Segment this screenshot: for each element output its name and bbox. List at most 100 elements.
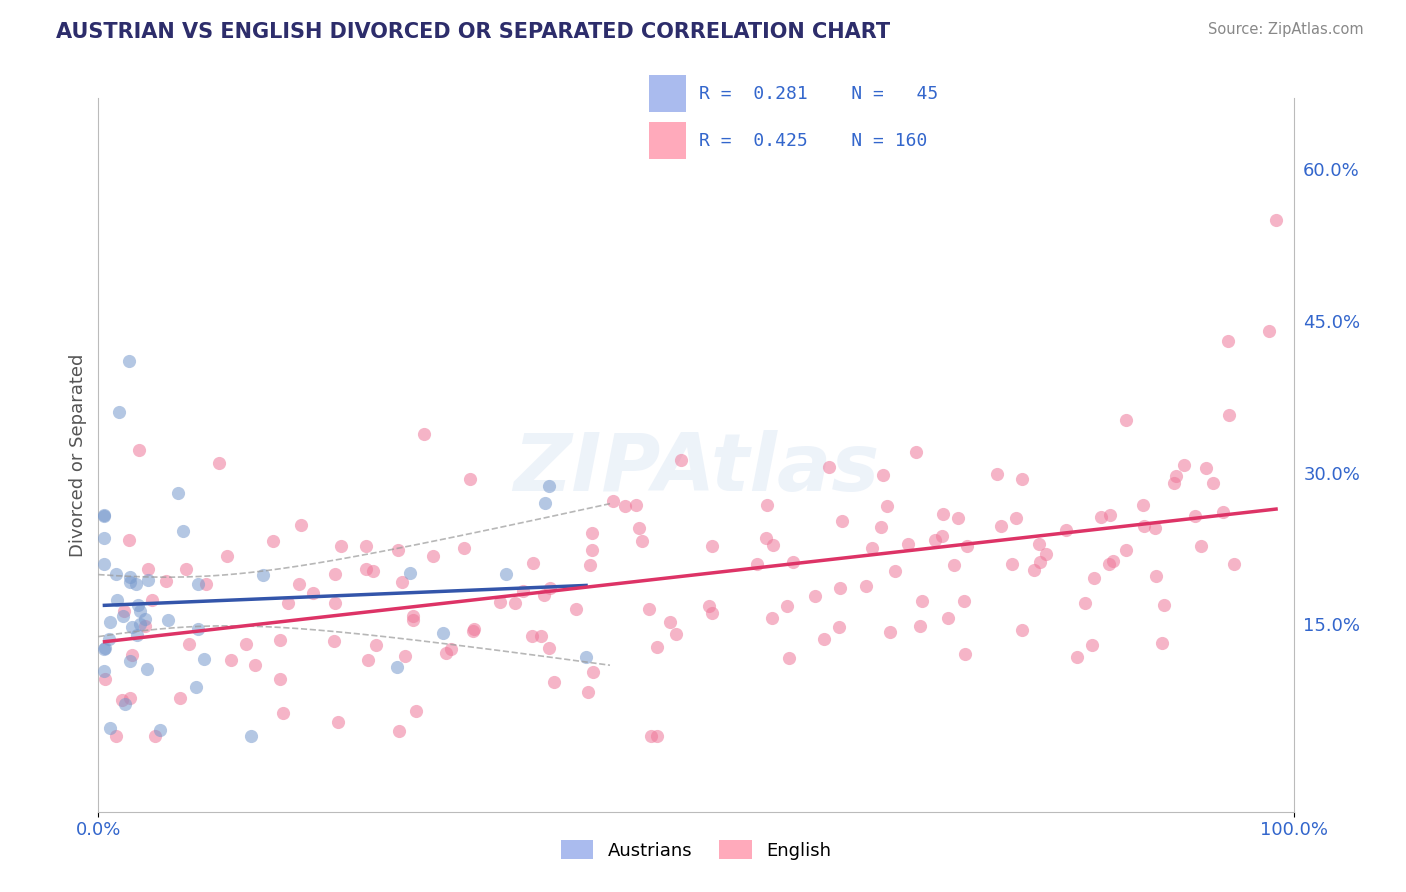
Point xyxy=(117,533,139,547)
Point xyxy=(911,593,934,607)
Point xyxy=(93,557,115,571)
Point xyxy=(141,593,163,607)
Point xyxy=(645,640,668,654)
Point xyxy=(157,613,180,627)
Point xyxy=(398,566,420,580)
Point xyxy=(215,549,238,563)
Point xyxy=(98,722,121,736)
Point xyxy=(533,589,555,603)
Point xyxy=(387,543,409,558)
Point xyxy=(565,602,588,616)
Point xyxy=(94,640,117,655)
Point xyxy=(645,729,668,743)
Point xyxy=(136,573,159,587)
Point xyxy=(105,593,128,607)
Point xyxy=(827,620,849,634)
Point xyxy=(870,519,893,533)
Point xyxy=(1066,649,1088,664)
Point xyxy=(1189,539,1212,553)
Point xyxy=(1099,508,1122,523)
Point xyxy=(288,577,311,591)
Point xyxy=(931,529,953,543)
Point xyxy=(876,499,898,513)
Point xyxy=(269,632,291,647)
Point xyxy=(942,558,965,572)
Point xyxy=(322,633,344,648)
Point xyxy=(659,615,682,630)
Point xyxy=(328,714,350,729)
Point xyxy=(904,444,927,458)
Point xyxy=(121,648,143,662)
Point xyxy=(1153,598,1175,612)
Point xyxy=(665,626,688,640)
Point xyxy=(952,593,974,607)
Point xyxy=(631,534,654,549)
Point xyxy=(453,541,475,556)
Point xyxy=(128,604,150,618)
Point xyxy=(1083,571,1105,585)
Point xyxy=(422,549,444,563)
Point xyxy=(813,632,835,646)
Point xyxy=(125,628,148,642)
Point xyxy=(1090,509,1112,524)
Point xyxy=(700,606,723,620)
Point xyxy=(184,680,207,694)
Point xyxy=(538,581,561,595)
Point xyxy=(412,426,434,441)
Point xyxy=(1132,498,1154,512)
Point xyxy=(135,662,157,676)
Point xyxy=(1035,547,1057,561)
Point xyxy=(1166,469,1188,483)
Point xyxy=(127,598,149,612)
Point xyxy=(956,539,979,553)
Point xyxy=(128,617,150,632)
Point xyxy=(269,672,291,686)
Y-axis label: Divorced or Separated: Divorced or Separated xyxy=(69,353,87,557)
Point xyxy=(323,567,346,582)
Point xyxy=(290,517,312,532)
Text: Source: ZipAtlas.com: Source: ZipAtlas.com xyxy=(1208,22,1364,37)
Point xyxy=(1144,521,1167,535)
Point xyxy=(187,622,209,636)
Point xyxy=(1001,558,1024,572)
Point xyxy=(1115,543,1137,558)
Point xyxy=(394,648,416,663)
Point xyxy=(637,602,659,616)
Legend: Austrians, English: Austrians, English xyxy=(554,833,838,867)
Bar xyxy=(650,75,686,112)
Point xyxy=(1202,475,1225,490)
Point xyxy=(93,508,115,522)
Point xyxy=(235,637,257,651)
Point xyxy=(458,472,481,486)
Point xyxy=(172,524,194,539)
Point xyxy=(948,510,970,524)
Point xyxy=(1081,638,1104,652)
Point xyxy=(700,539,723,553)
Point xyxy=(1163,475,1185,490)
Point xyxy=(817,460,839,475)
Point xyxy=(128,442,150,457)
Point xyxy=(897,537,920,551)
Point xyxy=(778,651,800,665)
Point xyxy=(543,675,565,690)
Point xyxy=(1257,324,1279,338)
Point xyxy=(534,496,557,510)
Point xyxy=(174,562,197,576)
Point xyxy=(1184,508,1206,523)
Point xyxy=(93,673,115,687)
Point xyxy=(277,597,299,611)
Point xyxy=(955,647,977,661)
Point xyxy=(1173,458,1195,472)
Point xyxy=(354,539,377,553)
Point xyxy=(169,691,191,706)
Point xyxy=(938,611,960,625)
Point xyxy=(579,558,602,572)
Point xyxy=(1133,519,1156,533)
Point xyxy=(860,541,883,556)
Point xyxy=(323,596,346,610)
Point xyxy=(387,659,409,673)
Point xyxy=(990,519,1012,533)
Point xyxy=(522,556,544,570)
Point xyxy=(1218,408,1240,422)
Point xyxy=(388,724,411,739)
